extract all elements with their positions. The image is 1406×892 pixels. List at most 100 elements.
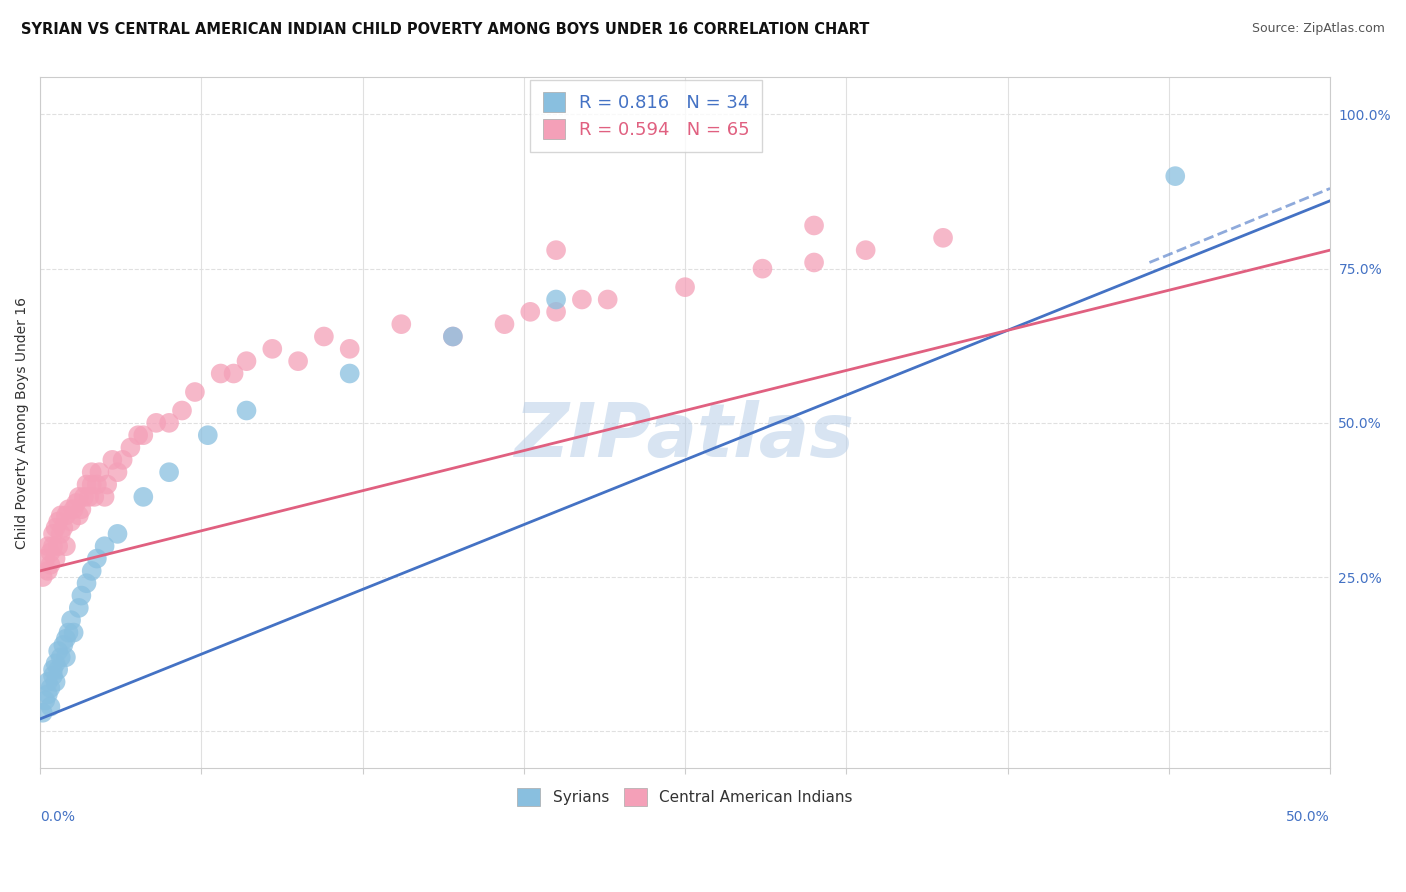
- Point: [107, 527, 129, 541]
- Point: [45, 674, 67, 689]
- Point: [494, 317, 516, 331]
- Point: [45, 657, 67, 671]
- Point: [42, 527, 65, 541]
- Y-axis label: Child Poverty Among Boys Under 16: Child Poverty Among Boys Under 16: [15, 297, 30, 549]
- Point: [80, 564, 103, 578]
- Point: [37, 564, 59, 578]
- Point: [46, 663, 69, 677]
- Point: [83, 490, 105, 504]
- Point: [339, 367, 361, 381]
- Point: [93, 490, 115, 504]
- Point: [389, 317, 412, 331]
- Point: [55, 650, 77, 665]
- Point: [803, 219, 825, 233]
- Point: [58, 625, 80, 640]
- Point: [67, 508, 90, 523]
- Point: [157, 416, 180, 430]
- Point: [60, 515, 83, 529]
- Point: [546, 305, 568, 319]
- Point: [37, 539, 59, 553]
- Point: [42, 539, 65, 553]
- Point: [519, 305, 541, 319]
- Point: [46, 644, 69, 658]
- Point: [235, 354, 257, 368]
- Point: [67, 490, 90, 504]
- Text: Source: ZipAtlas.com: Source: ZipAtlas.com: [1251, 22, 1385, 36]
- Point: [42, 669, 65, 683]
- Point: [441, 329, 464, 343]
- Point: [46, 539, 69, 553]
- Legend: R = 0.816   N = 34, R = 0.594   N = 65: R = 0.816 N = 34, R = 0.594 N = 65: [530, 79, 762, 152]
- Point: [34, 693, 56, 707]
- Text: 50.0%: 50.0%: [1286, 810, 1330, 823]
- Point: [49, 650, 72, 665]
- Point: [170, 403, 193, 417]
- Point: [31, 570, 53, 584]
- Point: [39, 558, 62, 572]
- Point: [45, 521, 67, 535]
- Point: [80, 465, 103, 479]
- Point: [107, 465, 129, 479]
- Point: [86, 551, 108, 566]
- Point: [287, 354, 309, 368]
- Point: [42, 663, 65, 677]
- Text: SYRIAN VS CENTRAL AMERICAN INDIAN CHILD POVERTY AMONG BOYS UNDER 16 CORRELATION : SYRIAN VS CENTRAL AMERICAN INDIAN CHILD …: [21, 22, 869, 37]
- Text: ZIPatlas: ZIPatlas: [515, 401, 855, 473]
- Point: [60, 613, 83, 627]
- Point: [855, 243, 877, 257]
- Point: [93, 539, 115, 553]
- Point: [120, 441, 142, 455]
- Point: [58, 502, 80, 516]
- Point: [184, 384, 207, 399]
- Point: [132, 490, 155, 504]
- Point: [45, 551, 67, 566]
- Point: [89, 465, 111, 479]
- Point: [55, 539, 77, 553]
- Point: [96, 477, 118, 491]
- Point: [339, 342, 361, 356]
- Point: [62, 502, 84, 516]
- Point: [209, 367, 232, 381]
- Point: [34, 551, 56, 566]
- Point: [62, 625, 84, 640]
- Point: [39, 545, 62, 559]
- Point: [67, 601, 90, 615]
- Point: [49, 508, 72, 523]
- Point: [235, 403, 257, 417]
- Point: [101, 453, 124, 467]
- Point: [546, 293, 568, 307]
- Point: [222, 367, 245, 381]
- Point: [80, 477, 103, 491]
- Point: [111, 453, 134, 467]
- Text: 0.0%: 0.0%: [41, 810, 75, 823]
- Point: [132, 428, 155, 442]
- Point: [52, 521, 75, 535]
- Point: [39, 681, 62, 695]
- Point: [77, 490, 100, 504]
- Point: [52, 638, 75, 652]
- Point: [37, 687, 59, 701]
- Point: [312, 329, 335, 343]
- Point: [932, 231, 955, 245]
- Point: [197, 428, 219, 442]
- Point: [46, 515, 69, 529]
- Point: [39, 699, 62, 714]
- Point: [55, 508, 77, 523]
- Point: [73, 490, 96, 504]
- Point: [441, 329, 464, 343]
- Point: [145, 416, 167, 430]
- Point: [76, 576, 98, 591]
- Point: [1164, 169, 1187, 183]
- Point: [157, 465, 180, 479]
- Point: [546, 243, 568, 257]
- Point: [70, 589, 93, 603]
- Point: [751, 261, 773, 276]
- Point: [262, 342, 284, 356]
- Point: [76, 477, 98, 491]
- Point: [65, 496, 87, 510]
- Point: [31, 706, 53, 720]
- Point: [70, 502, 93, 516]
- Point: [86, 477, 108, 491]
- Point: [127, 428, 149, 442]
- Point: [37, 674, 59, 689]
